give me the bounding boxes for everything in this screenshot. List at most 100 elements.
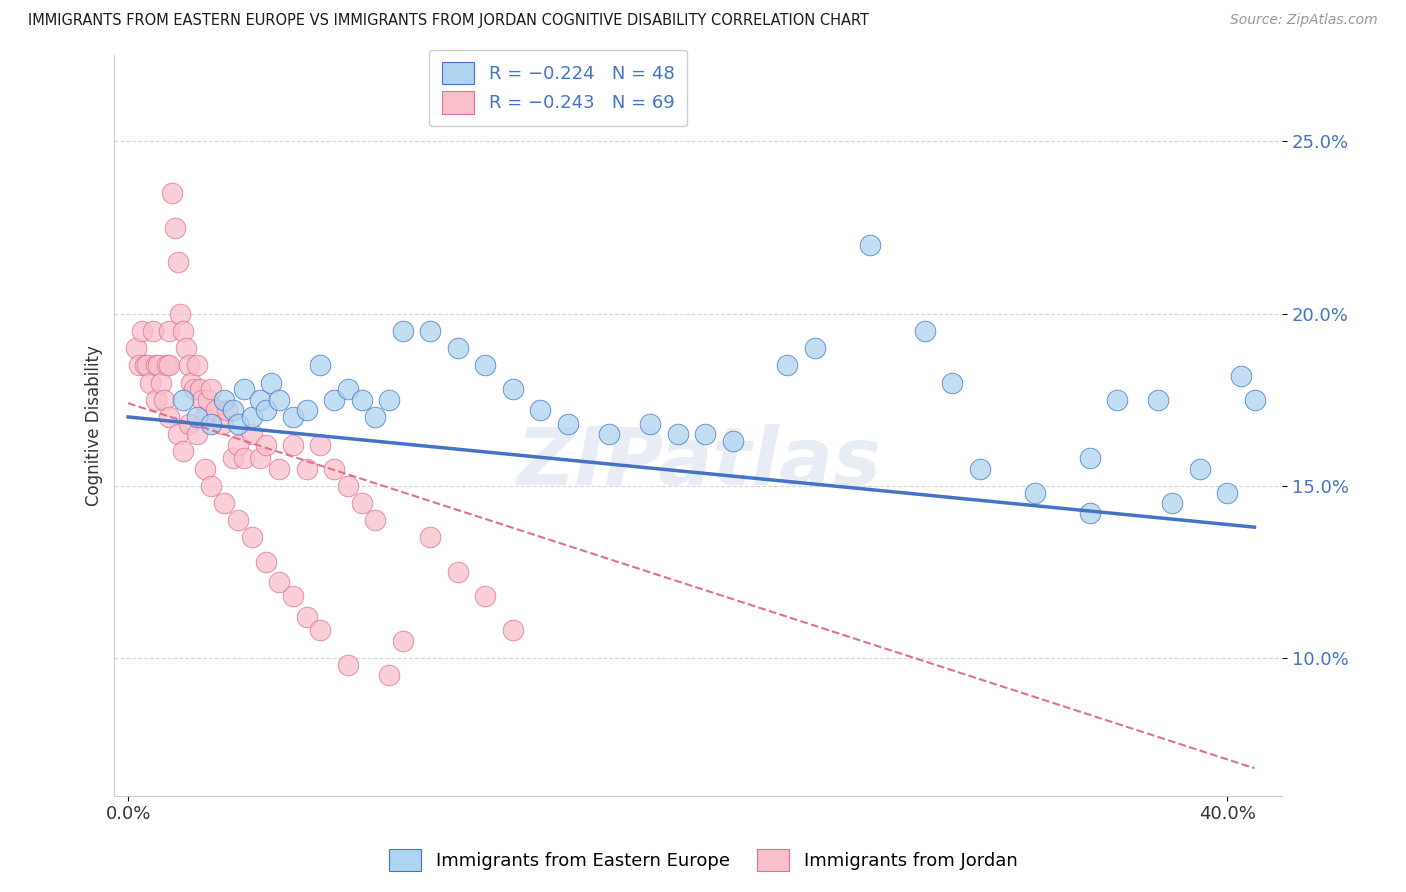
Point bbox=[1243, 392, 1265, 407]
Point bbox=[378, 392, 401, 407]
Y-axis label: Cognitive Disability: Cognitive Disability bbox=[86, 345, 103, 506]
Point bbox=[177, 417, 200, 431]
Point bbox=[172, 324, 194, 338]
Point bbox=[336, 657, 359, 672]
Point bbox=[254, 437, 277, 451]
Point bbox=[364, 409, 387, 424]
Point bbox=[474, 359, 496, 373]
Point bbox=[1229, 368, 1251, 383]
Point bbox=[215, 403, 238, 417]
Point bbox=[163, 220, 186, 235]
Point bbox=[378, 668, 401, 682]
Point bbox=[392, 633, 415, 648]
Point bbox=[145, 359, 167, 373]
Point bbox=[269, 461, 291, 475]
Point bbox=[240, 409, 263, 424]
Point bbox=[174, 341, 197, 355]
Legend: Immigrants from Eastern Europe, Immigrants from Jordan: Immigrants from Eastern Europe, Immigran… bbox=[381, 842, 1025, 879]
Point bbox=[125, 341, 148, 355]
Point bbox=[153, 392, 176, 407]
Text: IMMIGRANTS FROM EASTERN EUROPE VS IMMIGRANTS FROM JORDAN COGNITIVE DISABILITY CO: IMMIGRANTS FROM EASTERN EUROPE VS IMMIGR… bbox=[28, 13, 869, 29]
Point bbox=[157, 359, 180, 373]
Point bbox=[221, 403, 243, 417]
Point bbox=[336, 479, 359, 493]
Point bbox=[136, 359, 159, 373]
Point bbox=[128, 359, 150, 373]
Point bbox=[419, 324, 441, 338]
Point bbox=[148, 359, 170, 373]
Point bbox=[1216, 485, 1239, 500]
Point bbox=[666, 427, 689, 442]
Point bbox=[392, 324, 415, 338]
Point bbox=[214, 392, 236, 407]
Point bbox=[557, 417, 579, 431]
Point bbox=[166, 427, 188, 442]
Point bbox=[804, 341, 827, 355]
Point bbox=[180, 376, 202, 390]
Point bbox=[269, 575, 291, 590]
Text: Source: ZipAtlas.com: Source: ZipAtlas.com bbox=[1230, 13, 1378, 28]
Point bbox=[155, 359, 177, 373]
Point bbox=[260, 376, 283, 390]
Point bbox=[502, 383, 524, 397]
Point bbox=[226, 513, 249, 527]
Point bbox=[309, 359, 332, 373]
Point bbox=[776, 359, 799, 373]
Point bbox=[914, 324, 936, 338]
Point bbox=[157, 409, 180, 424]
Point bbox=[200, 479, 222, 493]
Point bbox=[226, 437, 249, 451]
Point bbox=[172, 392, 194, 407]
Text: ZIPatlas: ZIPatlas bbox=[516, 424, 880, 501]
Point bbox=[638, 417, 661, 431]
Point bbox=[131, 324, 153, 338]
Point bbox=[1188, 461, 1211, 475]
Point bbox=[323, 461, 346, 475]
Point bbox=[598, 427, 620, 442]
Point bbox=[1107, 392, 1129, 407]
Point bbox=[240, 531, 263, 545]
Point bbox=[194, 461, 217, 475]
Point bbox=[364, 513, 387, 527]
Point bbox=[139, 376, 162, 390]
Point bbox=[197, 392, 219, 407]
Point bbox=[205, 403, 228, 417]
Point bbox=[188, 383, 211, 397]
Point bbox=[172, 444, 194, 458]
Point bbox=[254, 555, 277, 569]
Point bbox=[295, 609, 318, 624]
Point bbox=[157, 324, 180, 338]
Point bbox=[134, 359, 156, 373]
Point bbox=[281, 409, 304, 424]
Point bbox=[186, 427, 208, 442]
Point bbox=[1161, 496, 1184, 510]
Point bbox=[281, 589, 304, 603]
Point bbox=[200, 417, 222, 431]
Point bbox=[186, 409, 208, 424]
Point bbox=[183, 383, 205, 397]
Point bbox=[447, 341, 470, 355]
Point bbox=[232, 383, 254, 397]
Point bbox=[226, 417, 249, 431]
Point bbox=[1078, 507, 1101, 521]
Point bbox=[336, 383, 359, 397]
Point bbox=[969, 461, 991, 475]
Point bbox=[419, 531, 441, 545]
Point bbox=[350, 392, 373, 407]
Point bbox=[295, 403, 318, 417]
Point bbox=[1147, 392, 1170, 407]
Point bbox=[200, 383, 222, 397]
Point bbox=[160, 186, 183, 201]
Point bbox=[169, 307, 191, 321]
Point bbox=[269, 392, 291, 407]
Point bbox=[249, 392, 271, 407]
Point bbox=[447, 565, 470, 579]
Point bbox=[145, 392, 167, 407]
Point bbox=[1078, 451, 1101, 466]
Point bbox=[295, 461, 318, 475]
Point bbox=[191, 392, 214, 407]
Point bbox=[194, 409, 217, 424]
Point bbox=[502, 624, 524, 638]
Point bbox=[693, 427, 716, 442]
Point bbox=[323, 392, 346, 407]
